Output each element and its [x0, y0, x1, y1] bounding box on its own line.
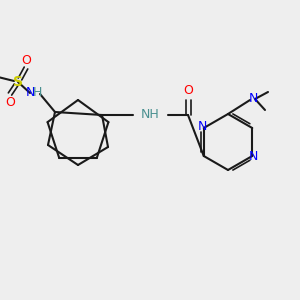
Text: NH: NH — [141, 109, 159, 122]
Text: O: O — [5, 95, 15, 109]
Text: N: N — [198, 121, 207, 134]
Text: O: O — [21, 53, 31, 67]
Text: O: O — [183, 85, 193, 98]
Text: N: N — [248, 92, 258, 104]
Text: S: S — [13, 75, 23, 89]
Text: N: N — [249, 151, 258, 164]
Text: N: N — [25, 85, 35, 98]
Text: H: H — [32, 85, 42, 98]
